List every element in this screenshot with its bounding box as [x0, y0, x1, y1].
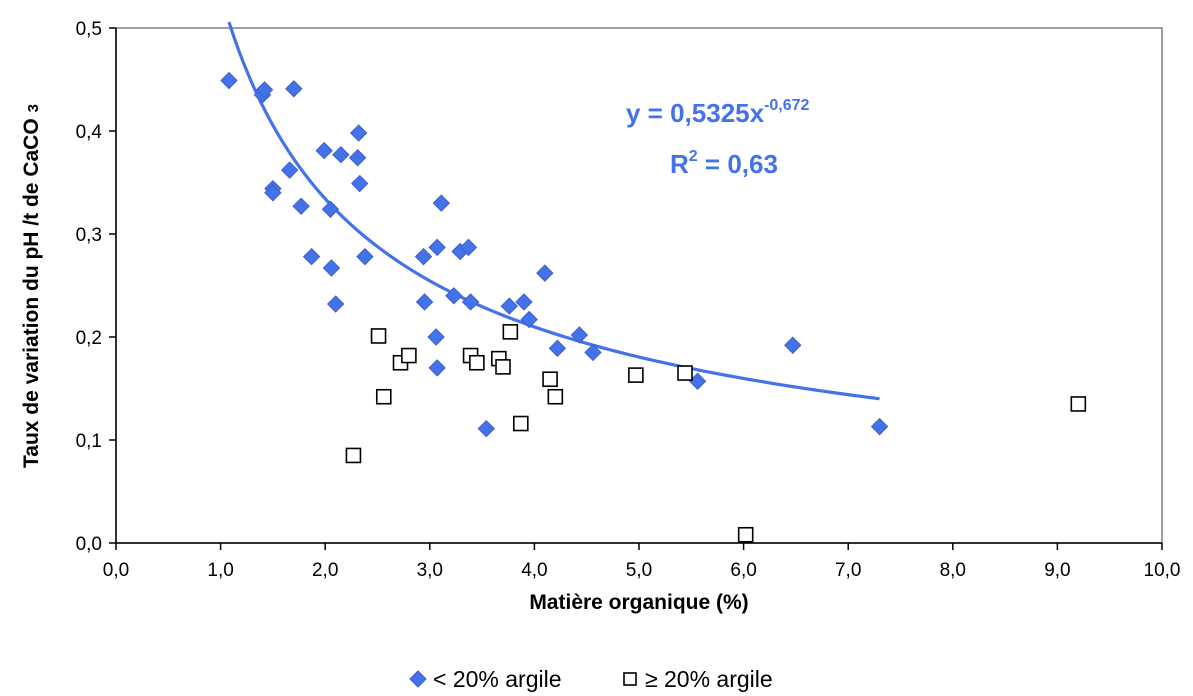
points-layer: [220, 71, 1087, 543]
x-tick-label: 8,0: [940, 560, 966, 581]
diamond-point: [220, 71, 238, 90]
x-tick-label: 1,0: [207, 560, 233, 581]
trend-r-squared: R2 = 0,63: [670, 148, 778, 179]
y-tick-label: 0,4: [76, 122, 103, 143]
diamond-point: [321, 200, 340, 218]
square-point: [495, 359, 511, 375]
diamond-point: [477, 419, 495, 438]
diamond-point: [536, 264, 554, 282]
power-trendline: [227, 21, 880, 401]
diamond-point: [584, 343, 602, 362]
x-tick-label: 3,0: [417, 560, 443, 581]
diamond-point: [348, 149, 367, 167]
ticks-layer: 0,0 1,0 2,0 3,0 4,0 5,0 6,0 7,0 8,0 9,0 10,0 0,0 0,1…: [76, 19, 1181, 581]
diamond-point: [302, 247, 321, 266]
diamond-point: [500, 297, 519, 315]
diamond-point: [520, 310, 538, 329]
blue-diamond-icon: [409, 670, 427, 688]
diamond-point: [428, 359, 446, 377]
square-point: [469, 354, 485, 371]
y-tick-label: 0,1: [76, 431, 102, 452]
diamond-point: [461, 293, 480, 311]
diamond-point: [870, 417, 889, 436]
diamond-point: [315, 141, 333, 160]
y-tick-label: 0,2: [76, 328, 102, 349]
square-point: [542, 371, 558, 388]
square-point: [513, 415, 529, 432]
legend: < 20% argile ≥ 20% argile: [409, 666, 773, 692]
diamond-point: [285, 80, 303, 98]
square-point: [547, 388, 564, 405]
trendline-layer: [227, 21, 880, 401]
square-point: [1070, 396, 1087, 412]
x-tick-label: 0,0: [103, 560, 129, 581]
diamond-point: [570, 326, 589, 344]
square-point: [401, 347, 417, 364]
x-tick-label: 4,0: [521, 560, 547, 581]
diamond-point: [445, 287, 463, 305]
diamond-point: [356, 247, 374, 266]
y-tick-label: 0,3: [76, 225, 102, 246]
diamond-point: [432, 194, 451, 212]
diamond-point: [292, 197, 310, 215]
y-axis-title: Taux de variation du pH /t de CaCO3: [20, 104, 43, 468]
diamond-point: [414, 247, 433, 266]
open-square-icon: [623, 672, 637, 686]
square-point: [737, 526, 754, 543]
diamond-point: [415, 293, 434, 311]
trend-equation: y = 0,5325x-0,672: [626, 97, 810, 128]
diamond-point: [428, 238, 446, 257]
square-point: [677, 365, 693, 381]
diamond-point: [326, 295, 345, 313]
diamond-point: [351, 174, 369, 193]
square-point: [628, 367, 644, 383]
x-tick-label: 7,0: [835, 560, 861, 581]
legend-label-under-20: < 20% argile: [433, 666, 562, 692]
square-point: [375, 388, 392, 405]
plot-area: [115, 27, 1163, 544]
diamond-point: [255, 81, 274, 99]
x-tick-label: 5,0: [626, 560, 652, 581]
diamond-point: [322, 259, 341, 277]
y-tick-label: 0,0: [76, 534, 102, 555]
legend-label-over-20: ≥ 20% argile: [645, 666, 773, 692]
diamond-point: [349, 124, 368, 142]
square-point: [502, 324, 519, 340]
x-tick-label: 2,0: [312, 560, 338, 581]
diamond-point: [427, 328, 445, 346]
x-axis-title: Matière organique (%): [529, 591, 748, 614]
x-tick-label: 10,0: [1144, 560, 1181, 581]
diamond-point: [548, 339, 567, 358]
diamond-point: [264, 184, 282, 202]
x-tick-label: 6,0: [730, 560, 756, 581]
diamond-point: [515, 293, 533, 311]
diamond-point: [784, 336, 802, 354]
y-tick-label: 0,5: [76, 19, 102, 40]
diamond-point: [332, 145, 350, 164]
diamond-point: [280, 161, 299, 179]
square-point: [345, 447, 362, 464]
square-point: [370, 328, 387, 344]
x-tick-label: 9,0: [1044, 560, 1070, 581]
diamond-point: [459, 238, 478, 257]
